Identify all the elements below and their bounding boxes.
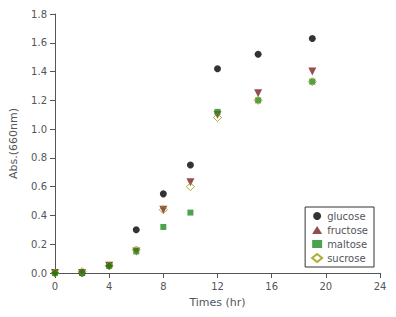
svg-text:sucrose: sucrose [327,253,365,264]
svg-text:0.8: 0.8 [31,152,47,163]
svg-text:1.6: 1.6 [31,37,47,48]
svg-text:0: 0 [52,281,58,292]
svg-text:1.8: 1.8 [31,9,47,20]
svg-text:1.2: 1.2 [31,95,47,106]
svg-text:8: 8 [160,281,166,292]
svg-text:0.2: 0.2 [31,239,47,250]
svg-text:1.4: 1.4 [31,66,47,77]
svg-text:0.0: 0.0 [31,268,47,279]
svg-text:1.0: 1.0 [31,124,47,135]
svg-text:Times (hr): Times (hr) [188,296,245,309]
svg-text:Abs.(660nm): Abs.(660nm) [7,108,20,179]
svg-text:maltose: maltose [327,239,367,250]
svg-text:4: 4 [106,281,112,292]
svg-text:glucose: glucose [327,211,365,222]
svg-text:16: 16 [265,281,278,292]
svg-text:20: 20 [319,281,332,292]
svg-text:24: 24 [374,281,387,292]
svg-text:fructose: fructose [327,225,368,236]
svg-text:12: 12 [211,281,224,292]
svg-text:0.4: 0.4 [31,210,47,221]
svg-text:0.6: 0.6 [31,181,47,192]
